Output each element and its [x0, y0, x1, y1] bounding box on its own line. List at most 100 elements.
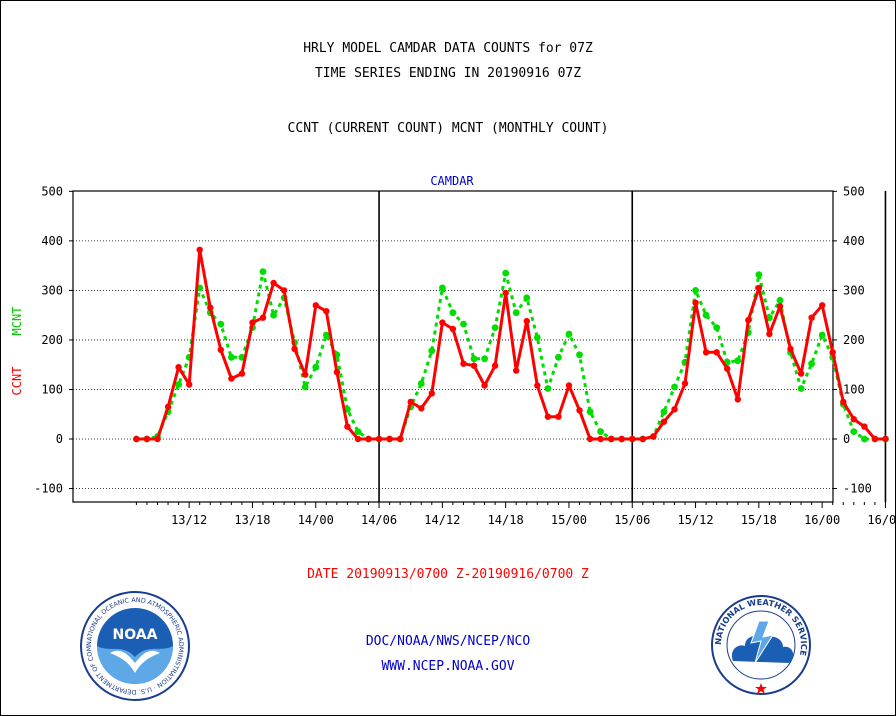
data-point-ccnt	[196, 246, 203, 253]
data-point-ccnt	[270, 279, 277, 287]
org-line: DOC/NOAA/NWS/NCEP/NCO	[365, 634, 531, 649]
noaa-logo-text: NOAA	[113, 627, 158, 643]
data-point-ccnt	[660, 418, 668, 425]
data-point-ccnt	[713, 349, 720, 356]
data-point-mcnt	[555, 353, 562, 361]
data-point-ccnt	[586, 435, 594, 443]
data-point-ccnt	[481, 382, 488, 389]
data-point-ccnt	[375, 435, 383, 443]
plot-frame	[72, 190, 834, 503]
data-point-mcnt	[533, 334, 541, 341]
chart-title-line-2: TIME SERIES ENDING IN 20190916 07Z	[314, 66, 582, 81]
data-point-ccnt	[323, 308, 330, 315]
chart-subtitle: CCNT (CURRENT COUNT) MCNT (MONTHLY COUNT…	[287, 121, 609, 136]
y-tick-label-right: 300	[843, 283, 865, 297]
data-point-ccnt	[671, 406, 678, 413]
data-point-mcnt	[470, 355, 478, 363]
data-point-mcnt	[312, 363, 320, 371]
data-point-ccnt	[797, 370, 805, 377]
data-point-ccnt	[829, 349, 836, 356]
data-point-ccnt	[597, 435, 604, 443]
data-point-mcnt	[660, 408, 668, 416]
y-axis-left-ticks: -100 0 100 200 300 400 500	[34, 184, 73, 496]
data-point-ccnt	[523, 317, 530, 325]
data-point-mcnt	[439, 284, 446, 292]
data-point-ccnt	[808, 314, 815, 321]
data-point-mcnt	[597, 428, 604, 435]
data-point-mcnt	[797, 385, 805, 392]
data-point-mcnt	[755, 271, 763, 278]
data-point-ccnt	[819, 302, 826, 309]
data-point-mcnt	[586, 408, 594, 416]
data-point-ccnt	[291, 345, 298, 353]
data-point-ccnt	[143, 435, 151, 443]
data-point-ccnt	[702, 349, 710, 356]
data-point-ccnt	[766, 330, 773, 338]
data-point-ccnt	[133, 435, 140, 443]
data-point-mcnt	[460, 320, 467, 328]
data-point-ccnt	[228, 375, 235, 382]
y-axis-label-mcnt: MCNT	[10, 307, 24, 336]
data-point-mcnt	[512, 309, 520, 317]
data-point-ccnt	[724, 365, 731, 372]
data-point-ccnt	[555, 413, 562, 420]
data-point-ccnt	[238, 370, 246, 377]
data-point-ccnt	[776, 303, 784, 310]
data-point-ccnt	[333, 368, 341, 376]
x-tick-label: 15/00	[551, 513, 587, 527]
data-point-ccnt	[861, 423, 868, 430]
data-point-ccnt	[175, 364, 182, 371]
y-tick-label-right: -100	[843, 482, 872, 496]
data-point-ccnt	[418, 405, 425, 412]
series-line-ccnt	[136, 248, 886, 441]
data-point-mcnt	[449, 309, 457, 317]
plot-title: CAMDAR	[430, 174, 474, 188]
data-point-mcnt	[671, 383, 678, 391]
data-point-mcnt	[270, 311, 277, 319]
data-point-ccnt	[217, 346, 224, 353]
x-tick-label: 14/06	[361, 513, 397, 527]
data-point-mcnt	[565, 330, 573, 338]
data-point-mcnt	[523, 294, 531, 302]
data-point-ccnt	[745, 316, 752, 324]
data-point-mcnt	[481, 355, 488, 363]
data-point-ccnt	[513, 367, 520, 374]
ncep-url-link[interactable]: WWW.NCEP.NOAA.GOV	[381, 659, 515, 674]
data-point-mcnt	[259, 268, 267, 275]
data-point-ccnt	[186, 381, 193, 388]
data-point-ccnt	[882, 435, 889, 443]
y-tick-label-left: 0	[56, 432, 63, 446]
x-axis-ticks: 13/12 13/18 14/00 14/06 14/12 14/18 15/00 15/06…	[135, 502, 895, 527]
data-point-mcnt	[850, 428, 858, 435]
data-point-ccnt	[871, 435, 879, 443]
data-point-ccnt	[428, 390, 435, 397]
data-point-mcnt	[354, 428, 362, 435]
y-tick-label-left: 300	[41, 283, 63, 297]
y-tick-label-left: 100	[41, 382, 63, 396]
y-axis-label-ccnt: CCNT	[10, 367, 24, 396]
data-point-ccnt	[354, 435, 362, 443]
data-point-ccnt	[154, 435, 161, 443]
data-point-ccnt	[470, 362, 478, 369]
data-point-ccnt	[449, 325, 457, 333]
chart-title-line-1: HRLY MODEL CAMDAR DATA COUNTS for 07Z	[303, 41, 593, 56]
y-tick-label-left: 200	[41, 333, 63, 347]
data-point-mcnt	[417, 380, 425, 387]
data-point-ccnt	[460, 360, 467, 367]
data-point-mcnt	[491, 324, 499, 331]
data-point-mcnt	[818, 331, 826, 339]
data-point-mcnt	[228, 353, 235, 361]
data-point-ccnt	[681, 380, 689, 387]
data-point-ccnt	[565, 382, 573, 389]
y-tick-label-right: 500	[843, 184, 865, 198]
data-point-ccnt	[280, 287, 288, 294]
data-point-ccnt	[850, 416, 857, 423]
data-point-ccnt	[344, 423, 351, 430]
y-tick-label-right: 200	[843, 333, 865, 347]
data-point-mcnt	[734, 357, 742, 365]
data-point-ccnt	[259, 314, 267, 321]
y-tick-label-right: 0	[843, 432, 850, 446]
date-range: DATE 20190913/0700 Z-20190916/0700 Z	[307, 567, 589, 582]
data-point-ccnt	[755, 284, 763, 292]
